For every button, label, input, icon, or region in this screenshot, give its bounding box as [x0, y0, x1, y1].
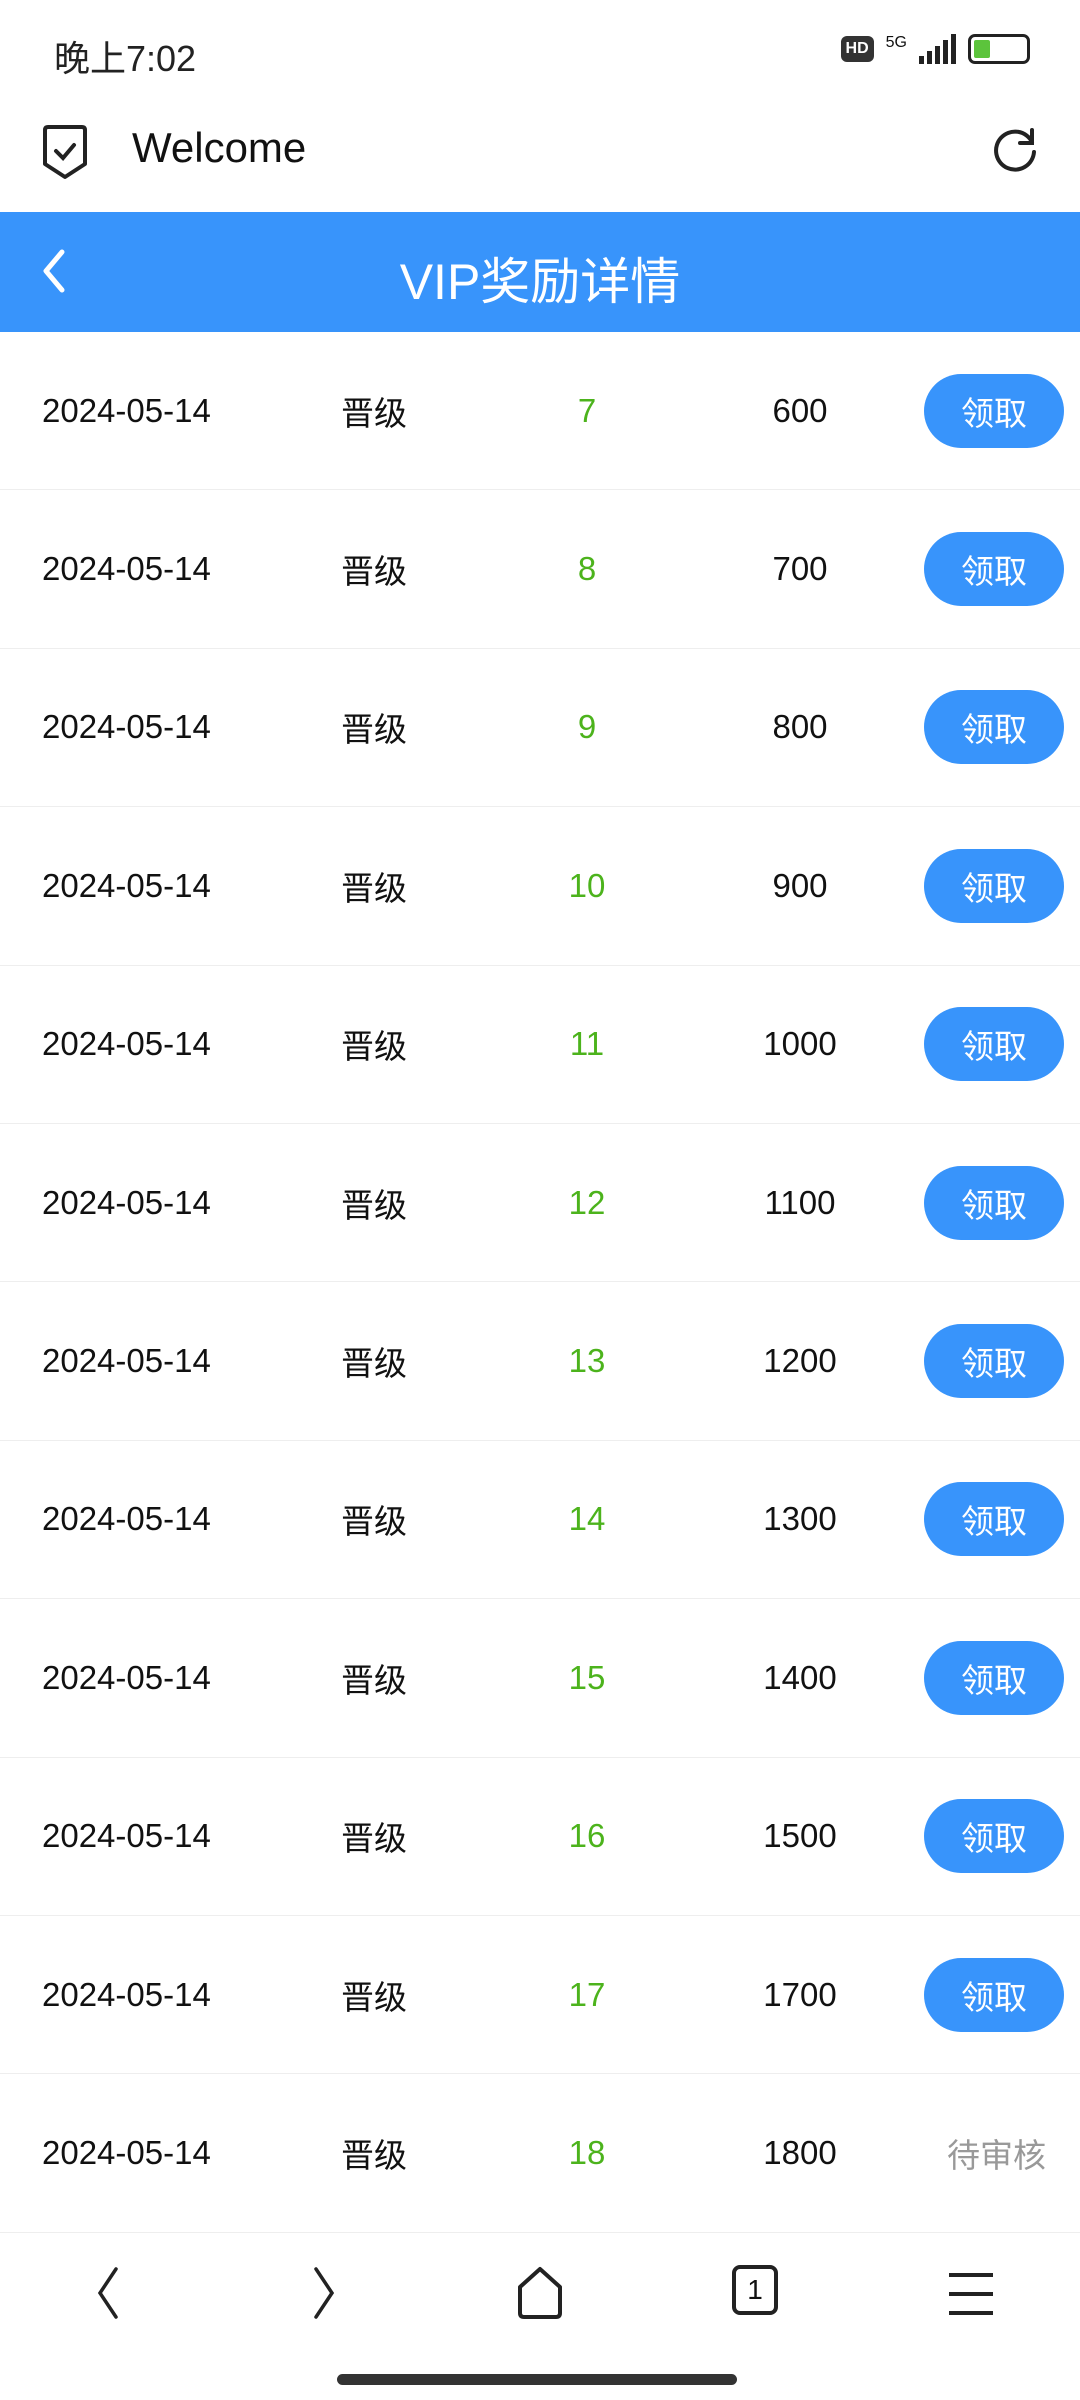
claim-button[interactable]: 领取	[924, 1165, 1064, 1240]
status-time: 晚上7:02	[54, 38, 197, 79]
row-level: 15	[568, 1658, 606, 1696]
app-title: Welcome	[132, 124, 307, 171]
row-type: 晋级	[341, 1820, 407, 1858]
tabs-icon[interactable]: 1	[732, 2265, 778, 2315]
table-row: 2024-05-14 晋级 9 800 领取	[0, 649, 1080, 808]
row-amount: 600	[772, 391, 828, 429]
row-level: 18	[568, 2133, 606, 2171]
signal-icon	[919, 34, 956, 64]
row-date: 2024-05-14	[42, 391, 211, 429]
table-row: 2024-05-14 晋级 15 1400 领取	[0, 1599, 1080, 1758]
page-title: VIP奖励详情	[399, 254, 681, 310]
row-level: 11	[569, 1025, 605, 1063]
table-row: 2024-05-14 晋级 8 700 领取	[0, 490, 1080, 649]
row-date: 2024-05-14	[42, 1500, 211, 1538]
row-amount: 1000	[763, 1025, 837, 1063]
row-type: 晋级	[341, 1186, 407, 1224]
row-type: 晋级	[341, 2136, 407, 2174]
row-amount: 1400	[763, 1658, 837, 1696]
claim-button[interactable]: 领取	[924, 1324, 1064, 1399]
status-icons: HD 5G	[840, 34, 1030, 64]
claim-button[interactable]: 领取	[924, 1957, 1064, 2032]
forward-icon[interactable]	[304, 2263, 344, 2323]
row-date: 2024-05-14	[42, 1025, 211, 1063]
network-type: 5G	[885, 34, 907, 51]
home-indicator[interactable]	[337, 2374, 737, 2385]
row-level: 12	[568, 1183, 606, 1221]
table-row: 2024-05-14 晋级 10 900 领取	[0, 807, 1080, 966]
row-amount: 700	[772, 550, 828, 588]
row-level: 8	[577, 550, 597, 588]
back-icon[interactable]	[88, 2263, 128, 2323]
row-amount: 1700	[763, 1975, 837, 2013]
claim-button[interactable]: 领取	[924, 690, 1064, 765]
row-type: 晋级	[341, 1661, 407, 1699]
row-amount: 1800	[763, 2133, 837, 2171]
row-date: 2024-05-14	[42, 708, 211, 746]
battery-icon	[968, 34, 1030, 64]
table-row: 2024-05-14 晋级 17 1700 领取	[0, 1916, 1080, 2075]
row-type: 晋级	[341, 394, 407, 432]
row-date: 2024-05-14	[42, 1975, 211, 2013]
row-amount: 800	[772, 708, 828, 746]
row-type: 晋级	[341, 1028, 407, 1066]
status-pending: 待审核	[947, 2136, 1046, 2174]
table-row: 2024-05-14 晋级 14 1300 领取	[0, 1441, 1080, 1600]
menu-icon[interactable]	[946, 2271, 996, 2317]
row-level: 10	[568, 866, 606, 904]
table-row: 2024-05-14 晋级 16 1500 领取	[0, 1758, 1080, 1916]
table-row: 2024-05-14 晋级 7 600 领取	[0, 332, 1080, 491]
row-amount: 1100	[764, 1183, 836, 1221]
row-date: 2024-05-14	[42, 1342, 211, 1380]
row-amount: 900	[772, 866, 828, 904]
row-date: 2024-05-14	[42, 550, 211, 588]
table-row: 2024-05-14 晋级 18 1800 待审核	[0, 2074, 1080, 2233]
status-bar: 晚上7:02 HD 5G	[0, 0, 1080, 110]
chevron-left-icon[interactable]	[38, 246, 68, 296]
row-date: 2024-05-14	[42, 2133, 211, 2171]
home-icon[interactable]	[514, 2263, 566, 2323]
row-level: 13	[568, 1342, 606, 1380]
row-date: 2024-05-14	[42, 1658, 211, 1696]
table-row: 2024-05-14 晋级 12 1100 领取	[0, 1124, 1080, 1283]
reload-icon[interactable]	[990, 124, 1040, 174]
row-date: 2024-05-14	[42, 1817, 211, 1855]
table-row: 2024-05-14 晋级 11 1000 领取	[0, 966, 1080, 1124]
table-row: 2024-05-14 晋级 13 1200 领取	[0, 1282, 1080, 1441]
row-amount: 1300	[763, 1500, 837, 1538]
row-level: 14	[568, 1500, 606, 1538]
claim-button[interactable]: 领取	[924, 532, 1064, 607]
row-level: 17	[568, 1975, 606, 2013]
row-type: 晋级	[341, 711, 407, 749]
row-type: 晋级	[341, 1503, 407, 1541]
page-header: VIP奖励详情	[0, 212, 1080, 332]
reward-list: 2024-05-14 晋级 7 600 领取 2024-05-14 晋级 8 700…	[0, 332, 1080, 2233]
row-level: 7	[577, 391, 597, 429]
claim-button[interactable]: 领取	[924, 1799, 1064, 1874]
claim-button[interactable]: 领取	[924, 1482, 1064, 1557]
row-level: 16	[568, 1817, 606, 1855]
claim-button[interactable]: 领取	[924, 373, 1064, 448]
row-type: 晋级	[341, 1978, 407, 2016]
browser-bottom-nav: 1	[0, 2233, 1080, 2400]
row-date: 2024-05-14	[42, 866, 211, 904]
row-amount: 1200	[763, 1342, 837, 1380]
row-level: 9	[577, 708, 597, 746]
shield-check-icon[interactable]	[40, 124, 90, 180]
row-amount: 1500	[763, 1817, 837, 1855]
row-type: 晋级	[341, 553, 407, 591]
row-type: 晋级	[341, 1345, 407, 1383]
claim-button[interactable]: 领取	[924, 1007, 1064, 1082]
row-date: 2024-05-14	[42, 1183, 211, 1221]
row-type: 晋级	[341, 869, 407, 907]
claim-button[interactable]: 领取	[924, 1640, 1064, 1715]
hd-icon: HD	[840, 36, 874, 62]
claim-button[interactable]: 领取	[924, 848, 1064, 923]
app-bar: Welcome	[0, 110, 1080, 212]
